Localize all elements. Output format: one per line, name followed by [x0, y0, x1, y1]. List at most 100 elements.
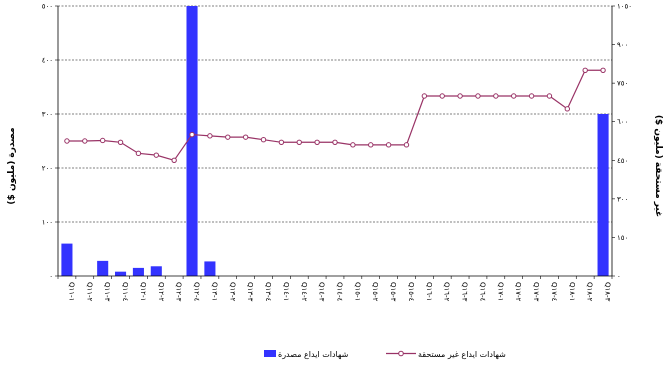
- x-axis-ticks: Q١-١١ Q٢-١١ Q٣-١١ Q٤-١١ Q١-١٢ Q٢-١٢ Q٣-١٢ Q٤-١٢…: [57, 276, 613, 302]
- line-point: [511, 93, 517, 99]
- bar: [204, 261, 216, 276]
- x-tick-label: Q٤-١٦: [478, 282, 486, 302]
- x-tick-label: Q٤-١١: [121, 282, 129, 302]
- line-point: [189, 131, 195, 138]
- line-point: [207, 133, 213, 139]
- line-point: [439, 93, 445, 99]
- x-tick-label: Q١-١٤: [282, 282, 290, 301]
- right-tick-label: ٦٠٠: [617, 118, 628, 126]
- bar: [97, 260, 109, 276]
- x-tick-label: Q١-١٧: [496, 282, 504, 301]
- x-tick-label: Q٣-١٢: [175, 282, 183, 302]
- line-point: [528, 93, 535, 99]
- x-tick-label: Q١-١١: [67, 282, 75, 301]
- bar: [61, 243, 73, 276]
- x-tick-label: Q٤-١٥: [407, 282, 415, 302]
- legend-bar-label: شهادات ايداع مصدرة: [278, 350, 349, 359]
- line-point: [564, 106, 571, 112]
- left-tick-label: ٥٠٠: [42, 3, 53, 11]
- x-tick-label: Q١-١٦: [425, 282, 433, 301]
- bar: [597, 114, 609, 276]
- line-series: [64, 67, 606, 163]
- bar-series: [61, 6, 609, 276]
- x-tick-label: Q٤-١٤: [336, 282, 344, 302]
- gridlines: [58, 5, 612, 223]
- line-point: [314, 139, 320, 145]
- left-tick-label: ٢٠٠: [42, 165, 53, 173]
- legend-line-label: شهادات ايداع غير مستحقة: [418, 350, 506, 359]
- right-tick-label: ٧٥٠: [617, 80, 628, 88]
- x-tick-label: Q٣-١٧: [532, 282, 540, 302]
- right-tick-label: ٤٥٠: [617, 157, 628, 165]
- line-point: [296, 139, 302, 145]
- x-tick-label: Q٣-١١: [103, 282, 111, 302]
- left-tick-label: ٠: [49, 273, 53, 281]
- right-tick-label: ٩٠٠: [617, 41, 628, 49]
- line-point: [421, 93, 428, 99]
- x-tick-label: Q٣-١٨: [604, 282, 612, 302]
- x-tick-label: Q١-١٣: [210, 282, 218, 301]
- line-point: [368, 142, 374, 148]
- x-tick-label: Q٣-١٥: [389, 282, 397, 302]
- left-axis-ticks: ٠ ١٠٠ ٢٠٠ ٣٠٠ ٤٠٠ ٥٠٠: [42, 3, 58, 281]
- x-tick-label: Q٢-١١: [85, 282, 93, 302]
- line-point: [350, 142, 356, 148]
- x-tick-label: Q٢-١٤: [300, 282, 308, 302]
- left-axis-label: مصدرة (مليون $): [7, 127, 17, 204]
- line-point: [99, 137, 106, 144]
- line-point: [153, 152, 159, 158]
- left-tick-label: ٤٠٠: [42, 57, 53, 65]
- x-tick-label: Q٢-١٣: [228, 282, 236, 302]
- x-tick-label: Q٤-١٣: [264, 282, 272, 302]
- left-tick-label: ١٠٠: [42, 219, 53, 227]
- left-tick-label: ٣٠٠: [42, 111, 53, 119]
- x-tick-label: Q٢-١٨: [586, 282, 594, 302]
- line-point: [457, 93, 463, 99]
- bar: [115, 271, 127, 276]
- right-axis-ticks: ٠ ١٥٠ ٣٠٠ ٤٥٠ ٦٠٠ ٧٥٠ ٩٠٠ ١٠٥٠: [612, 3, 632, 281]
- line-point: [546, 93, 553, 99]
- line-point: [225, 134, 231, 140]
- line-point: [332, 139, 338, 145]
- axes: [57, 6, 613, 277]
- line-point: [600, 67, 606, 73]
- line-point: [582, 67, 588, 73]
- x-tick-label: Q٢-١٦: [443, 282, 451, 302]
- x-tick-label: Q١-١٥: [353, 282, 361, 301]
- legend-line-marker: [398, 350, 404, 357]
- legend-bar-swatch: [264, 350, 276, 357]
- series-line: [66, 69, 604, 161]
- x-tick-label: Q٢-١٥: [371, 282, 379, 302]
- right-tick-label: ٣٠٠: [617, 195, 628, 203]
- line-point: [135, 150, 142, 157]
- line-point: [117, 139, 124, 145]
- right-axis-label: غير مستحقة (مليون $): [653, 115, 663, 217]
- line-point: [171, 157, 177, 163]
- line-point: [82, 138, 88, 144]
- bar: [186, 6, 198, 276]
- x-tick-label: Q٤-١٧: [550, 282, 558, 302]
- line-point: [475, 93, 481, 99]
- line-point: [403, 142, 410, 148]
- line-point: [242, 134, 249, 140]
- right-tick-label: ٠: [617, 273, 621, 281]
- line-point: [260, 137, 267, 143]
- line-point: [385, 142, 392, 148]
- x-tick-label: Q٣-١٦: [461, 282, 469, 302]
- x-tick-label: Q١-١٨: [568, 282, 576, 301]
- x-tick-label: Q٣-١٣: [246, 282, 254, 302]
- line-point: [278, 139, 285, 145]
- x-tick-label: Q٢-١٧: [514, 282, 522, 302]
- x-tick-label: Q٣-١٤: [318, 282, 326, 302]
- x-tick-label: Q١-١٢: [139, 282, 147, 301]
- x-tick-label: Q٤-١٢: [193, 282, 201, 302]
- x-tick-label: Q٢-١٢: [157, 282, 165, 302]
- right-tick-label: ١٥٠: [617, 234, 628, 242]
- right-tick-label: ١٠٥٠: [617, 3, 632, 11]
- bar: [132, 267, 144, 276]
- legend: شهادات ايداع مصدرة شهادات ايداع غير مستح…: [264, 350, 506, 359]
- line-point: [64, 138, 70, 144]
- bar: [150, 266, 162, 276]
- line-point: [493, 93, 499, 99]
